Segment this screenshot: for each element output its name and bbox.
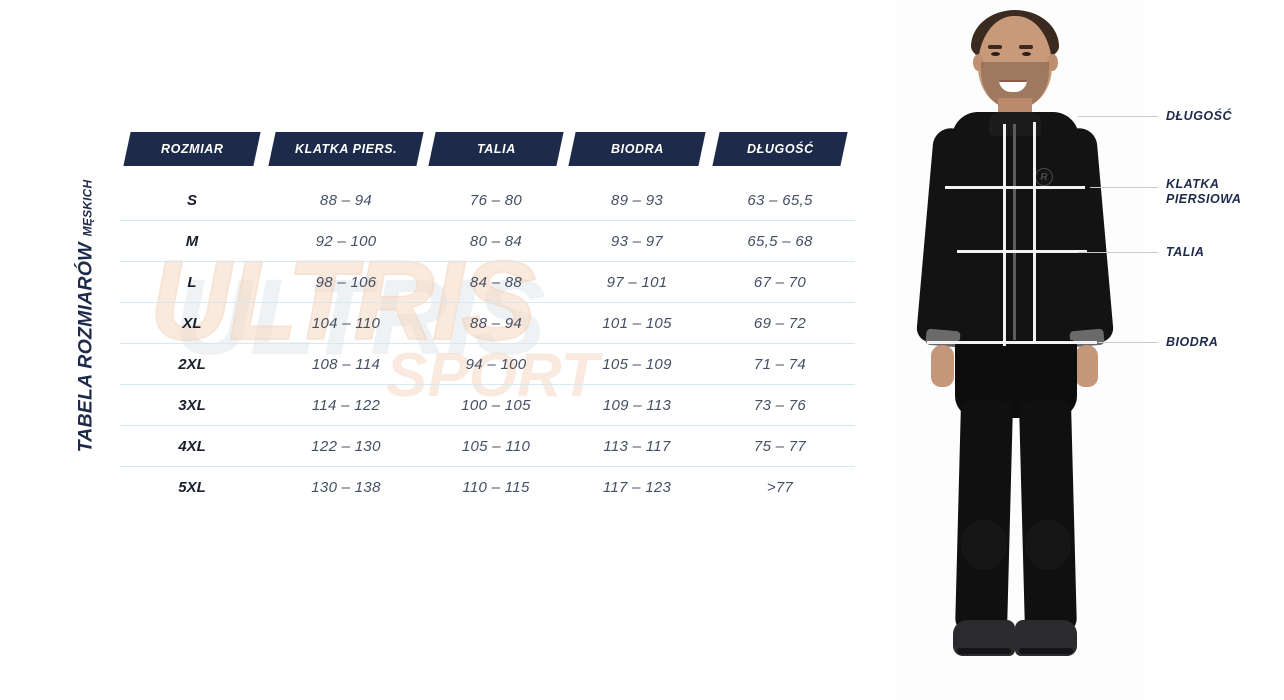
tights-leg-left xyxy=(954,399,1014,636)
table-row: L 98 – 106 84 – 88 97 – 101 67 – 70 xyxy=(120,261,855,302)
model-ear-left xyxy=(973,54,984,71)
table-row: 4XL 122 – 130 105 – 110 113 – 117 75 – 77 xyxy=(120,425,855,466)
annotation-klatka-line2: PIERSIOWA xyxy=(1166,192,1242,206)
page-title: TABELA ROZMIARÓW xyxy=(74,242,97,453)
cell-chest: 98 – 106 xyxy=(315,273,377,291)
size-table: ROZMIAR KLATKA PIERS. TALIA BIODRA DŁUGO… xyxy=(120,132,855,507)
cell-waist: 105 – 110 xyxy=(461,437,531,455)
cell-length: 67 – 70 xyxy=(753,273,807,291)
guide-line-length-vertical xyxy=(1033,122,1036,344)
cell-hips: 101 – 105 xyxy=(602,314,672,332)
annotation-klatka-line1: KLATKA xyxy=(1166,177,1220,191)
column-header-dlugosc: DŁUGOŚĆ xyxy=(712,132,848,166)
cell-length: 75 – 77 xyxy=(753,437,807,455)
leader-line-dlugosc xyxy=(1078,116,1158,118)
table-row: 3XL 114 – 122 100 – 105 109 – 113 73 – 76 xyxy=(120,384,855,425)
annotation-talia: TALIA xyxy=(1166,245,1205,259)
column-header-klatka-piers: KLATKA PIERS. xyxy=(268,132,424,166)
model-mouth xyxy=(999,80,1027,92)
leader-line-biodra xyxy=(1098,342,1158,344)
tights-leg-right xyxy=(1018,399,1078,636)
column-header-talia: TALIA xyxy=(428,132,564,166)
column-header-biodra: BIODRA xyxy=(568,132,706,166)
column-header-rozmiar: ROZMIAR xyxy=(123,132,261,166)
model-ear-right xyxy=(1047,54,1058,71)
tights-knee-right xyxy=(1025,520,1071,570)
page-title-subtitle: MĘSKICH xyxy=(80,179,95,237)
table-row: M 92 – 100 80 – 84 93 – 97 65,5 – 68 xyxy=(120,220,855,261)
cell-size: 4XL xyxy=(178,437,206,455)
table-row: S 88 – 94 76 – 80 89 – 93 63 – 65,5 xyxy=(120,180,855,220)
cell-length: 69 – 72 xyxy=(753,314,807,332)
cell-chest: 108 – 114 xyxy=(311,355,381,373)
cell-hips: 97 – 101 xyxy=(606,273,668,291)
model-hand-left xyxy=(931,345,954,387)
model-brow-left xyxy=(988,45,1002,49)
annotation-dlugosc: DŁUGOŚĆ xyxy=(1166,109,1232,123)
tights-knee-left xyxy=(961,520,1007,570)
guide-line-hips xyxy=(927,341,1097,344)
cell-length: 65,5 – 68 xyxy=(747,232,813,250)
cell-size: 3XL xyxy=(178,396,206,414)
cell-size: 5XL xyxy=(178,478,206,496)
table-row: 5XL 130 – 138 110 – 115 117 – 123 >77 xyxy=(120,466,855,507)
guide-line-waist xyxy=(957,250,1087,253)
table-header-row: ROZMIAR KLATKA PIERS. TALIA BIODRA DŁUGO… xyxy=(120,132,855,174)
cell-waist: 110 – 115 xyxy=(462,478,530,496)
leader-line-talia xyxy=(1078,252,1158,254)
cell-size: L xyxy=(187,273,197,291)
cell-waist: 88 – 94 xyxy=(469,314,523,332)
table-row: 2XL 108 – 114 94 – 100 105 – 109 71 – 74 xyxy=(120,343,855,384)
cell-chest: 88 – 94 xyxy=(319,191,373,209)
cell-hips: 93 – 97 xyxy=(610,232,664,250)
cell-length: 71 – 74 xyxy=(753,355,807,373)
cell-chest: 92 – 100 xyxy=(315,232,377,250)
cell-hips: 117 – 123 xyxy=(602,478,672,496)
cycling-shoe-right xyxy=(1015,620,1077,656)
cell-waist: 100 – 105 xyxy=(461,396,531,414)
annotation-biodra: BIODRA xyxy=(1166,335,1219,349)
cell-length: 63 – 65,5 xyxy=(747,191,813,209)
cell-hips: 89 – 93 xyxy=(610,191,664,209)
cell-waist: 76 – 80 xyxy=(469,191,523,209)
brand-logo-icon: R xyxy=(1035,168,1053,186)
model-photo: R xyxy=(895,0,1145,700)
cell-chest: 104 – 110 xyxy=(311,314,381,332)
model-hand-right xyxy=(1075,345,1098,387)
jacket-torso xyxy=(952,112,1079,347)
annotation-klatka-piersiowa: KLATKA PIERSIOWA xyxy=(1166,177,1241,207)
cell-size: 2XL xyxy=(178,355,206,373)
model-head xyxy=(978,16,1052,108)
cell-hips: 113 – 117 xyxy=(603,437,671,455)
cell-length: 73 – 76 xyxy=(753,396,807,414)
cell-chest: 130 – 138 xyxy=(311,478,381,496)
cell-chest: 114 – 122 xyxy=(311,396,381,414)
cell-size: M xyxy=(185,232,199,250)
leader-line-klatka xyxy=(1090,187,1158,189)
jacket-zipper xyxy=(1013,124,1016,346)
cell-hips: 109 – 113 xyxy=(602,396,672,414)
model-eye-right xyxy=(1022,52,1031,56)
cycling-shoe-left xyxy=(953,620,1015,656)
table-body: S 88 – 94 76 – 80 89 – 93 63 – 65,5 M 92 – 100… xyxy=(120,180,855,507)
chart-title-vertical: TABELA ROZMIARÓW MĘSKICH xyxy=(74,175,98,457)
cell-waist: 94 – 100 xyxy=(465,355,527,373)
cell-length: >77 xyxy=(766,478,794,496)
cell-size: S xyxy=(186,191,197,209)
cell-hips: 105 – 109 xyxy=(602,355,672,373)
cell-size: XL xyxy=(182,314,202,332)
model-brow-right xyxy=(1019,45,1033,49)
guide-line-center-vertical xyxy=(1003,124,1006,346)
table-row: XL 104 – 110 88 – 94 101 – 105 69 – 72 xyxy=(120,302,855,343)
cell-waist: 84 – 88 xyxy=(469,273,523,291)
cell-waist: 80 – 84 xyxy=(469,232,523,250)
cell-chest: 122 – 130 xyxy=(311,437,381,455)
model-eye-left xyxy=(991,52,1000,56)
guide-line-chest xyxy=(945,186,1085,189)
